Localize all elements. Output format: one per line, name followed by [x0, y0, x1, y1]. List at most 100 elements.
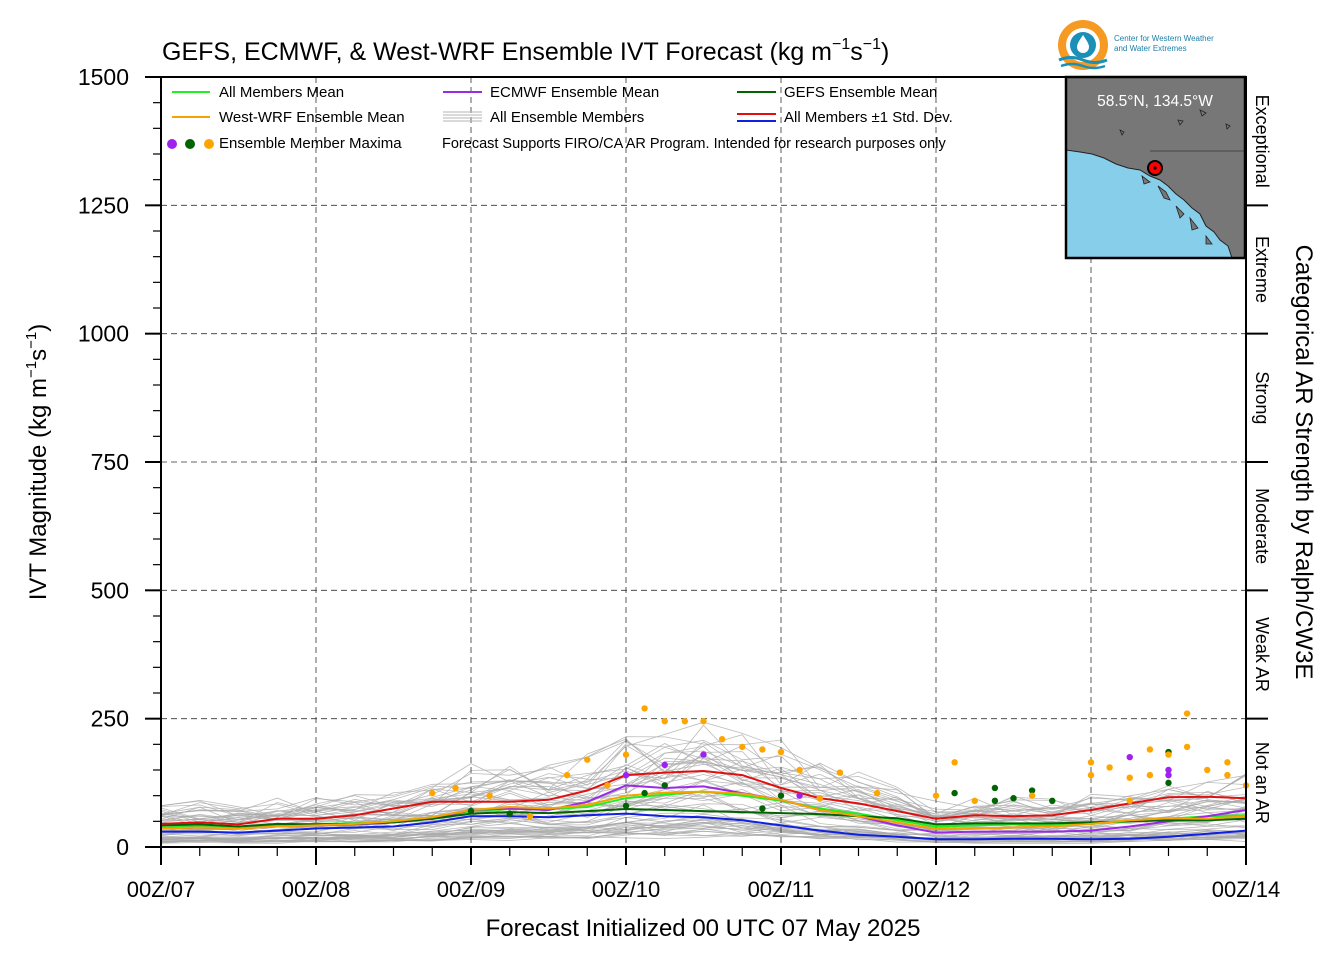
legend-swatch-all-members — [443, 111, 482, 122]
maximum-point — [777, 748, 785, 756]
maximum-point — [971, 797, 978, 804]
maximum-point — [796, 792, 803, 799]
ensemble-member-line — [160, 819, 1247, 841]
cw3e-logo: Center for Western Weather and Water Ext… — [1058, 20, 1214, 70]
y-tick-label: 500 — [91, 577, 129, 603]
maximum-point — [796, 766, 803, 774]
x-tick-label: 00Z/10 — [592, 877, 661, 902]
category-label: Moderate — [1252, 488, 1272, 564]
maximum-point — [816, 795, 823, 802]
ensemble-member-line — [160, 740, 1247, 816]
x-tick-label: 00Z/12 — [902, 877, 971, 902]
x-tick-label: 00Z/08 — [282, 877, 351, 902]
maximum-point — [836, 769, 844, 776]
maximum-point — [759, 746, 766, 753]
category-axis: Not an AR Weak AR Moderate Strong Extreme Exc… — [1246, 95, 1272, 824]
ensemble-member-line — [160, 822, 1247, 841]
map-location-marker-center — [1153, 166, 1157, 170]
maximum-point — [777, 792, 785, 799]
maximum-point — [873, 789, 881, 797]
maximum-point — [700, 751, 707, 758]
legend-label-maxima: Ensemble Member Maxima — [219, 135, 402, 152]
map-lakes — [1119, 109, 1231, 136]
maximum-point — [661, 718, 668, 725]
maximum-point — [1183, 710, 1191, 717]
maximum-point — [1146, 746, 1154, 753]
maximum-point — [1204, 766, 1211, 774]
maximum-point — [622, 771, 630, 779]
maximum-point — [700, 718, 707, 725]
maximum-point — [991, 797, 999, 804]
ensemble-member-line — [160, 828, 1247, 844]
legend-label-wrf-mean: West-WRF Ensemble Mean — [219, 109, 405, 126]
maximum-point — [1010, 795, 1017, 802]
ensemble-member-line — [160, 741, 1247, 820]
maximum-point — [1183, 743, 1191, 751]
maximum-point — [1224, 771, 1231, 779]
legend-dot-gefs-max — [185, 139, 195, 149]
y-tick-label: 0 — [116, 834, 129, 860]
maximum-point — [1028, 787, 1036, 794]
maximum-point — [1224, 759, 1231, 766]
y-tick-label: 1000 — [78, 321, 129, 347]
legend-label-gefs-mean: GEFS Ensemble Mean — [784, 84, 937, 101]
maximum-point — [1087, 771, 1095, 779]
legend-label-all-mean: All Members Mean — [219, 84, 344, 101]
x-tick-label: 00Z/07 — [127, 877, 196, 902]
maximum-point — [563, 771, 571, 779]
category-label: Exceptional — [1252, 95, 1272, 188]
maxima-layer — [429, 705, 1250, 820]
ensemble-member-line — [160, 743, 1247, 823]
maximum-point — [1165, 779, 1172, 787]
x-axis-label: Forecast Initialized 00 UTC 07 May 2025 — [486, 915, 921, 942]
ensemble-member-line — [160, 767, 1247, 823]
chart-title: GEFS, ECMWF, & West-WRF Ensemble IVT For… — [162, 36, 889, 66]
x-tick-label: 00Z/11 — [748, 877, 815, 902]
map-frame — [1064, 75, 1247, 260]
inset-map: 58.5°N, 134.5°W — [1064, 75, 1247, 260]
maximum-point — [641, 705, 648, 712]
maximum-point — [661, 782, 668, 789]
logo-drop-icon — [1077, 35, 1089, 53]
maximum-point — [1049, 797, 1056, 804]
maximum-point — [506, 810, 513, 817]
maximum-point — [1146, 771, 1154, 779]
right-axis-label: Categorical AR Strength by Ralph/CW3E — [1290, 245, 1317, 680]
maximum-point — [584, 756, 591, 763]
legend-label-std-dev: All Members ±1 Std. Dev. — [784, 109, 953, 126]
maximum-point — [681, 718, 689, 725]
y-tick-label: 750 — [91, 449, 129, 475]
maximum-point — [1165, 771, 1172, 779]
legend-dot-ecmwf-max — [167, 139, 177, 149]
logo-wave-1 — [1058, 56, 1108, 64]
series-layer — [160, 769, 1247, 841]
maximum-point — [452, 784, 459, 792]
y-tick-label: 1500 — [78, 64, 129, 90]
map-location-label: 58.5°N, 134.5°W — [1097, 93, 1213, 110]
x-tick-label: 00Z/13 — [1057, 877, 1126, 902]
logo-wave-2 — [1060, 62, 1106, 70]
logo-text-line1: Center for Western Weather — [1114, 34, 1214, 43]
maximum-point — [1165, 766, 1172, 774]
maximum-point — [1126, 797, 1133, 804]
maximum-point — [661, 761, 668, 769]
y-tick-label: 250 — [91, 706, 129, 732]
ensemble-member-line — [160, 768, 1247, 828]
maximum-point — [1165, 751, 1172, 758]
legend-note: Forecast Supports FIRO/CA AR Program. In… — [442, 136, 946, 152]
x-tick-label: 00Z/09 — [437, 877, 506, 902]
series-line — [160, 790, 1247, 831]
ensemble-member-line — [160, 746, 1247, 824]
maximum-point — [641, 789, 648, 797]
maximum-point — [718, 736, 726, 743]
map-islands — [1141, 175, 1213, 245]
maximum-point — [1087, 759, 1095, 766]
category-label: Strong — [1252, 371, 1272, 424]
ensemble-member-line — [160, 750, 1247, 822]
maximum-point — [467, 807, 475, 815]
legend-label-ecmwf-mean: ECMWF Ensemble Mean — [490, 84, 659, 101]
maximum-point — [1126, 774, 1133, 781]
maximum-point — [486, 792, 493, 799]
y-tick-label: 1250 — [78, 192, 129, 218]
maximum-point — [932, 792, 940, 799]
